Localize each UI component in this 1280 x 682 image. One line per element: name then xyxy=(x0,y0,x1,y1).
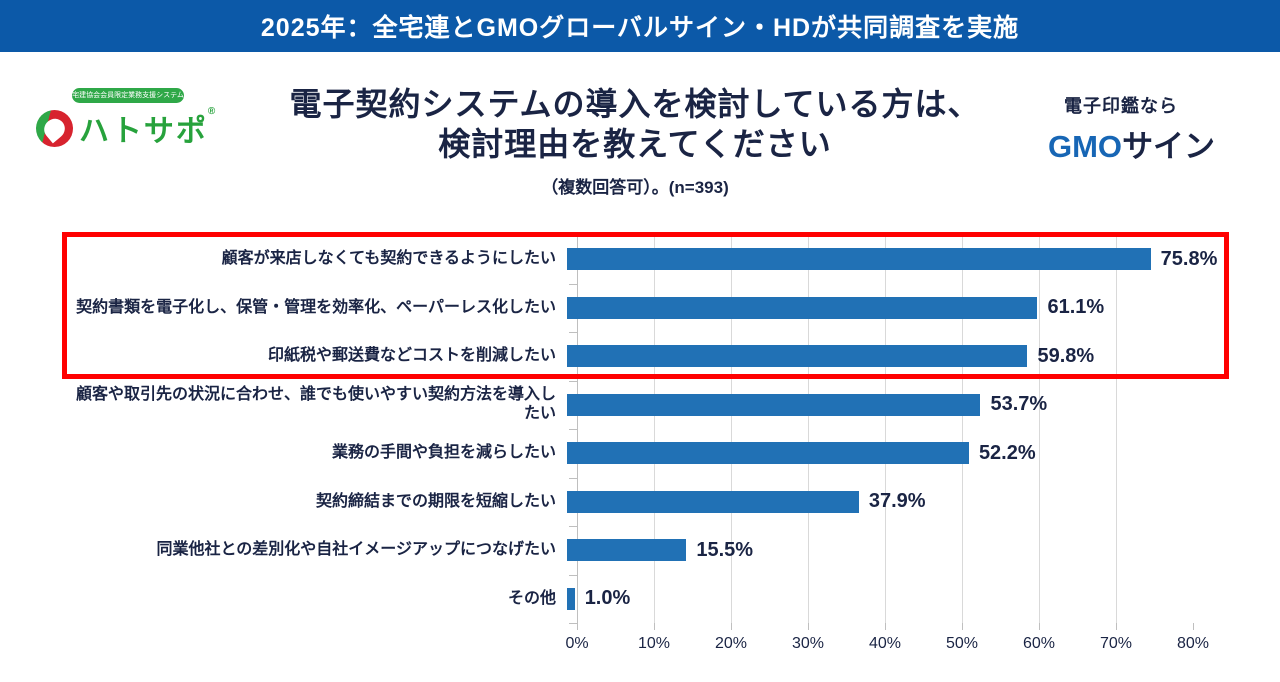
value-label: 52.2% xyxy=(978,441,1036,464)
bar-track: 53.7% xyxy=(567,393,1183,416)
gmosign-sign: サイン xyxy=(1122,129,1216,164)
x-axis-tick xyxy=(962,623,963,630)
x-axis-label: 80% xyxy=(1176,635,1210,652)
x-axis-tick xyxy=(654,623,655,630)
chart-row: その他 1.0% xyxy=(62,575,1193,624)
hatosapo-logo-text: ハトサポ® xyxy=(79,106,217,150)
top-banner: 2025年：全宅連とGMOグローバルサイン・HDが共同調査を実施 xyxy=(0,0,1280,52)
gmosign-gmo: GMO xyxy=(1048,129,1123,164)
y-axis-tick xyxy=(569,235,578,236)
x-axis-label: 50% xyxy=(945,635,979,652)
bar xyxy=(567,248,1151,271)
chart-row: 顧客や取引先の状況に合わせ、誰でも使いやすい契約方法を導入したい 53.7% xyxy=(62,381,1193,430)
category-label: 顧客が来店しなくても契約できるようにしたい xyxy=(221,250,556,268)
y-axis-tick xyxy=(569,477,578,479)
x-axis-tick xyxy=(577,623,578,630)
bar-track: 59.8% xyxy=(567,345,1183,368)
bar xyxy=(567,345,1028,368)
chart-row: 業務の手間や負担を減らしたい 52.2% xyxy=(62,429,1193,478)
y-axis-tick xyxy=(569,526,578,527)
bar-chart: 顧客が来店しなくても契約できるようにしたい 75.8% 契約書類を電子化し、保管・管… xyxy=(62,235,1217,652)
banner-title: 2025年：全宅連とGMOグローバルサイン・HDが共同調査を実施 xyxy=(260,14,1020,42)
value-label: 37.9% xyxy=(868,490,926,513)
x-axis-tick xyxy=(808,623,809,630)
x-axis-tick xyxy=(731,623,732,630)
bar xyxy=(567,393,981,416)
gmosign-logo: 電子印鑑なら GMOサイン xyxy=(1048,92,1258,166)
hatosapo-bird-icon xyxy=(36,109,73,147)
x-axis-label: 0% xyxy=(565,635,589,652)
bar-track: 37.9% xyxy=(567,490,1183,513)
bar-track: 1.0% xyxy=(567,587,1183,610)
value-label: 75.8% xyxy=(1160,247,1218,270)
hatosapo-logo-row: ハトサポ® xyxy=(36,106,236,150)
category-label: 契約締結までの期限を短縮したい xyxy=(315,492,556,510)
hatosapo-tagline-badge: 宅建協会会員限定業務支援システム xyxy=(72,88,184,103)
chart-row: 同業他社との差別化や自社イメージアップにつなげたい 15.5% xyxy=(62,526,1193,575)
x-axis-label: 10% xyxy=(637,635,671,652)
y-axis-tick xyxy=(569,332,578,333)
category-label: 契約書類を電子化し、保管・管理を効率化、ペーパーレス化したい xyxy=(76,298,556,316)
x-axis-tick xyxy=(885,623,886,630)
value-label: 15.5% xyxy=(696,538,754,561)
chart-title-line2: 検討理由を教えてください xyxy=(438,126,832,162)
value-label: 61.1% xyxy=(1047,296,1105,319)
chart-row: 顧客が来店しなくても契約できるようにしたい 75.8% xyxy=(62,235,1217,284)
bar-rows: 顧客が来店しなくても契約できるようにしたい 75.8% 契約書類を電子化し、保管・管… xyxy=(62,235,1217,624)
x-axis-tick xyxy=(1039,623,1040,630)
x-axis-tick xyxy=(1116,623,1117,630)
x-axis-label: 40% xyxy=(868,635,902,652)
value-label: 53.7% xyxy=(990,393,1048,416)
bar xyxy=(567,490,859,513)
bar-track: 15.5% xyxy=(567,539,1183,562)
chart-title-line1: 電子契約システムの導入を検討している方は、 xyxy=(289,86,981,122)
category-label: 同業他社との差別化や自社イメージアップにつなげたい xyxy=(156,541,556,559)
bar-track: 61.1% xyxy=(567,296,1183,319)
category-label: 顧客や取引先の状況に合わせ、誰でも使いやすい契約方法を導入したい xyxy=(75,386,556,422)
value-label: 1.0% xyxy=(584,587,631,610)
value-label: 59.8% xyxy=(1037,344,1095,367)
registered-mark: ® xyxy=(207,106,218,117)
x-axis-tick xyxy=(1193,623,1194,630)
chart-row: 印紙税や郵送費などコストを削減したい 59.8% xyxy=(62,332,1193,381)
bar xyxy=(567,539,687,562)
chart-row: 契約書類を電子化し、保管・管理を効率化、ペーパーレス化したい 61.1% xyxy=(62,284,1193,333)
y-axis-tick xyxy=(569,574,578,576)
gmosign-tagline: 電子印鑑なら xyxy=(1064,96,1178,116)
x-axis-label: 20% xyxy=(714,635,748,652)
bar-track: 75.8% xyxy=(567,248,1217,271)
y-axis-tick xyxy=(569,429,578,430)
hatosapo-name: ハトサポ xyxy=(79,115,208,148)
category-label: 業務の手間や負担を減らしたい xyxy=(331,444,556,462)
chart-subtitle: （複数回答可）。(n=393) xyxy=(541,178,729,197)
x-axis-label: 30% xyxy=(791,635,825,652)
bar xyxy=(567,587,575,610)
gmosign-logo-text: GMOサイン xyxy=(1048,121,1258,166)
x-axis-label: 60% xyxy=(1022,635,1056,652)
category-label: 印紙税や郵送費などコストを削減したい xyxy=(267,347,556,365)
bar xyxy=(567,442,969,465)
chart-row: 契約締結までの期限を短縮したい 37.9% xyxy=(62,478,1193,527)
title-block: 電子契約システムの導入を検討している方は、 検討理由を教えてください （複数回答… xyxy=(235,84,1035,198)
bar xyxy=(567,296,1038,319)
category-label: その他 xyxy=(507,589,556,607)
x-axis-label: 70% xyxy=(1099,635,1133,652)
hatosapo-logo: 宅建協会会員限定業務支援システム ハトサポ® xyxy=(36,88,236,150)
y-axis-tick xyxy=(569,623,578,624)
chart-title: 電子契約システムの導入を検討している方は、 検討理由を教えてください xyxy=(235,84,1035,164)
y-axis-tick xyxy=(569,380,578,382)
y-axis-tick xyxy=(569,283,578,285)
bar-track: 52.2% xyxy=(567,442,1183,465)
